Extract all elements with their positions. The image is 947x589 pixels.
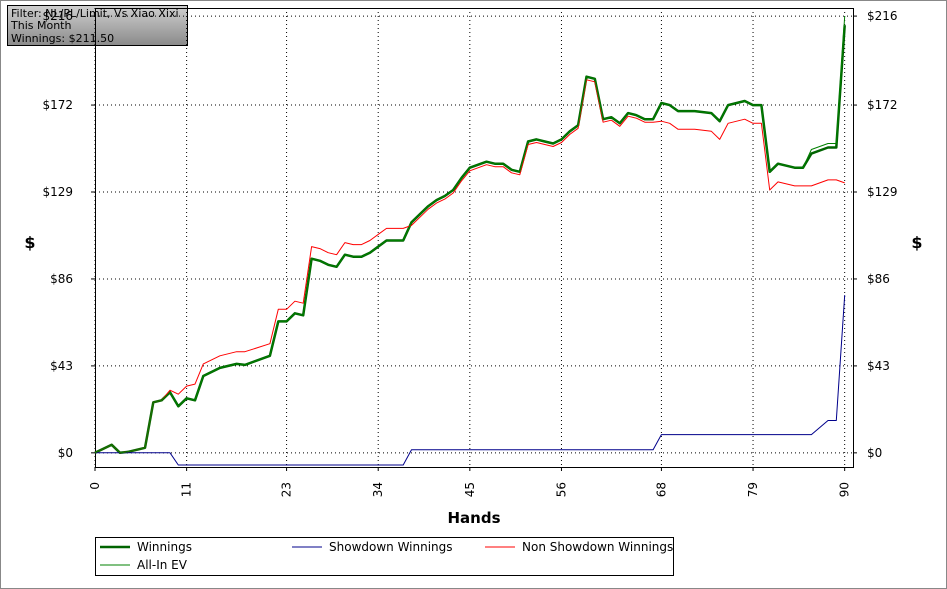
x-tick-label: 56 bbox=[554, 482, 568, 497]
x-tick-label: 23 bbox=[280, 482, 294, 497]
y-tick-label: $172 bbox=[42, 98, 73, 112]
info-box bbox=[7, 5, 188, 46]
y-tick-label: $43 bbox=[50, 359, 73, 373]
info-line: This Month bbox=[10, 19, 71, 32]
x-axis-title: Hands bbox=[447, 509, 500, 527]
y2-tick-label: $0 bbox=[867, 446, 882, 460]
x-tick-label: 68 bbox=[654, 482, 668, 497]
legend-label: All-In EV bbox=[137, 558, 188, 572]
x-tick-label: 79 bbox=[746, 482, 760, 497]
series-line bbox=[94, 79, 845, 454]
y-axis-title: $ bbox=[24, 233, 35, 252]
y2-axis-title: $ bbox=[911, 233, 922, 252]
y-tick-label: $129 bbox=[42, 185, 73, 199]
y-tick-label: $86 bbox=[50, 272, 73, 286]
series-line bbox=[94, 16, 846, 454]
x-tick-label: 34 bbox=[371, 482, 385, 497]
plot-area bbox=[95, 8, 854, 468]
info-line: Winnings: $211.50 bbox=[11, 32, 114, 45]
y-tick-label: $0 bbox=[58, 446, 73, 460]
x-tick-label: 90 bbox=[838, 482, 852, 497]
info-line: Filter: NL/PL/Limit, Vs Xiao Xixi bbox=[11, 7, 179, 20]
x-tick-label: 11 bbox=[180, 482, 194, 497]
legend-label: Winnings bbox=[137, 540, 192, 554]
legend bbox=[95, 537, 674, 576]
y2-tick-label: $43 bbox=[867, 359, 890, 373]
legend-label: Showdown Winnings bbox=[329, 540, 453, 554]
y2-tick-label: $172 bbox=[867, 98, 898, 112]
legend-label: Non Showdown Winnings bbox=[522, 540, 673, 554]
y2-tick-label: $86 bbox=[867, 272, 890, 286]
series-line bbox=[95, 295, 846, 466]
x-tick-label: 45 bbox=[463, 482, 477, 497]
x-tick-label: 0 bbox=[88, 482, 102, 490]
y2-tick-label: $129 bbox=[867, 185, 898, 199]
y-tick-label: $216 bbox=[42, 9, 73, 23]
y2-tick-label: $216 bbox=[867, 9, 898, 23]
